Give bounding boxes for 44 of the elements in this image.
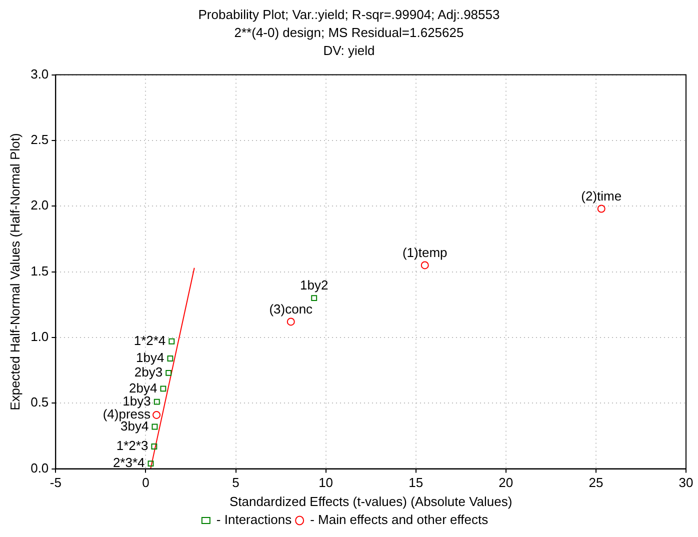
y-axis-title: Expected Half-Normal Values (Half-Normal Plot) <box>7 133 22 410</box>
y-tick-label: 1.0 <box>30 329 49 344</box>
annotation: 2by3 <box>134 364 163 380</box>
point <box>154 398 160 405</box>
y-tick-label: 3.0 <box>30 66 49 82</box>
y-tick-label: 0.0 <box>30 460 49 476</box>
annotation: (3)conc <box>269 301 314 316</box>
annotation: (2)time <box>581 188 622 204</box>
annotation: 2*3*4 <box>112 455 145 470</box>
point <box>420 261 429 270</box>
point <box>168 338 175 344</box>
annotation: 2by4 <box>128 380 158 396</box>
x-tick-label: 20 <box>498 475 514 490</box>
x-tick-label: 5 <box>232 475 240 490</box>
point <box>311 295 318 302</box>
legend-label: - Interactions <box>216 512 292 528</box>
point <box>166 370 172 376</box>
point <box>286 318 295 326</box>
annotation: 1by4 <box>136 350 164 366</box>
x-tick-label: 0 <box>142 475 150 490</box>
y-tick-label: 0.5 <box>30 394 49 410</box>
x-axis-title: Standardized Effects (t-values) (Absolute Values) <box>229 494 512 509</box>
chart-title: Probability Plot; Var.:yield; R-sqr=.99904; Adj:.98553 <box>198 7 500 22</box>
x-tick-label: 25 <box>588 475 604 490</box>
annotation: 1*2*4 <box>134 332 166 348</box>
x-tick-label: 30 <box>678 475 694 490</box>
point <box>160 386 166 392</box>
point <box>597 204 606 213</box>
y-tick-label: 2.5 <box>30 132 49 148</box>
point <box>148 460 154 467</box>
y-tick-label: 2.0 <box>30 198 49 213</box>
chart-subtitle: 2**(4-0) design; MS Residual=1.625625 DV: yield <box>234 25 464 58</box>
y-tick-label: 1.5 <box>30 263 49 278</box>
legend-label: - Main effects and other effects <box>310 512 489 528</box>
annotation: (1)temp <box>402 244 448 260</box>
point <box>167 356 174 362</box>
x-tick-label: 10 <box>318 475 334 490</box>
x-tick-label: 15 <box>408 475 424 490</box>
point <box>152 410 161 419</box>
annotation: 1*2*3 <box>116 438 148 454</box>
point <box>151 444 158 450</box>
point <box>152 424 158 430</box>
annotation: 1by2 <box>300 278 328 293</box>
x-tick-label: -5 <box>50 475 62 490</box>
